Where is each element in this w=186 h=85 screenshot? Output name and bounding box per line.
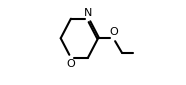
Text: O: O: [67, 59, 75, 69]
Text: N: N: [84, 8, 92, 18]
Text: O: O: [109, 27, 118, 37]
